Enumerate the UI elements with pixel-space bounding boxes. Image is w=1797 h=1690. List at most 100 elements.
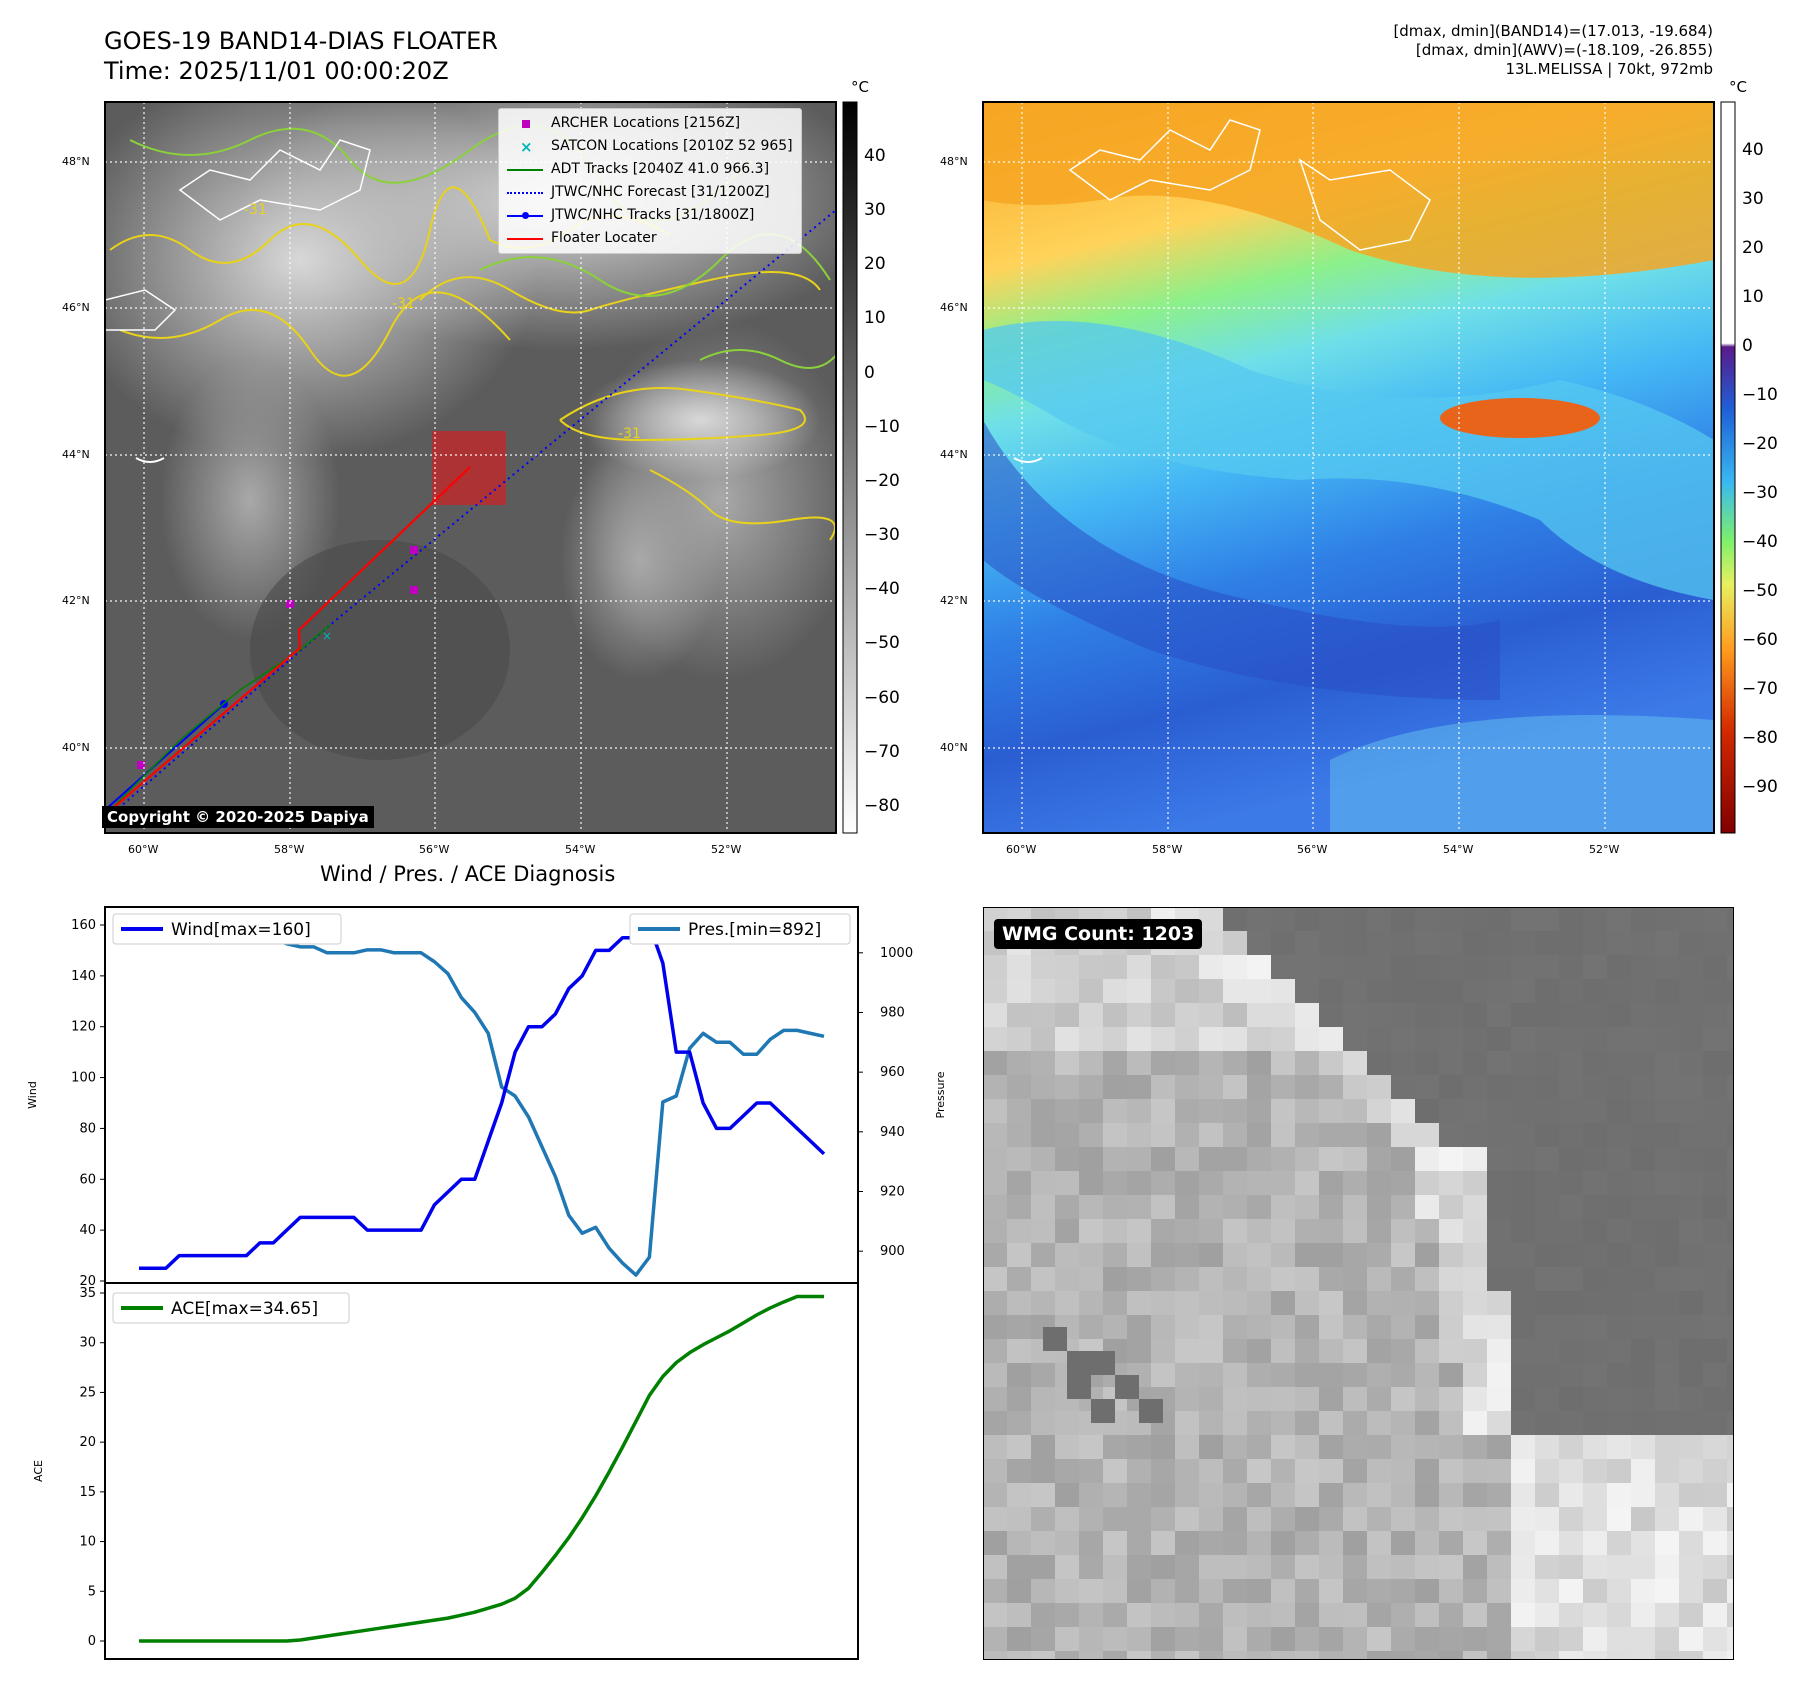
wmg-pixel bbox=[1223, 1363, 1247, 1387]
wmg-pixel bbox=[1535, 1147, 1559, 1171]
wmg-pixel bbox=[1391, 1507, 1415, 1531]
wmg-pixel bbox=[1175, 1027, 1199, 1051]
legend-label: Pres.[min=892] bbox=[688, 920, 821, 940]
wmg-pixel bbox=[1727, 1171, 1734, 1195]
wmg-pixel bbox=[1295, 1339, 1319, 1363]
wmg-pixel bbox=[1439, 1555, 1463, 1579]
wmg-pixel bbox=[1295, 1051, 1319, 1075]
wmg-pixel bbox=[1535, 1603, 1559, 1627]
color-cb-tick: −10 bbox=[1742, 385, 1778, 405]
wmg-pixel bbox=[1343, 1051, 1367, 1075]
wmg-pixel bbox=[1583, 1651, 1607, 1660]
wmg-pixel bbox=[1295, 955, 1319, 979]
wmg-pixel bbox=[1103, 955, 1127, 979]
wmg-pixel bbox=[1103, 1459, 1127, 1483]
wmg-pixel bbox=[1127, 1051, 1151, 1075]
wmg-pixel bbox=[1151, 1363, 1175, 1387]
title-product: GOES-19 BAND14-DIAS FLOATER bbox=[104, 27, 498, 55]
wmg-pixel bbox=[1679, 955, 1703, 979]
wmg-pixel bbox=[1559, 1507, 1583, 1531]
wmg-pixel bbox=[1559, 1243, 1583, 1267]
wmg-pixel bbox=[1679, 1459, 1703, 1483]
wmg-pixel bbox=[1199, 1099, 1223, 1123]
wmg-pixel bbox=[1103, 979, 1127, 1003]
wmg-pixel bbox=[1343, 1411, 1367, 1435]
wmg-pixel bbox=[1319, 1387, 1343, 1411]
wmg-pixel bbox=[1655, 1171, 1679, 1195]
wmg-pixel bbox=[1439, 1171, 1463, 1195]
wmg-pixel bbox=[1319, 1003, 1343, 1027]
wmg-pixel bbox=[1271, 1147, 1295, 1171]
wmg-pixel bbox=[1487, 1507, 1511, 1531]
wmg-pixel bbox=[1007, 1123, 1031, 1147]
wmg-pixel bbox=[1535, 1003, 1559, 1027]
wmg-pixel bbox=[1151, 1075, 1175, 1099]
lon-label: 52°W bbox=[711, 843, 742, 856]
wmg-pixel bbox=[1319, 1195, 1343, 1219]
wmg-pixel bbox=[1727, 1099, 1734, 1123]
wmg-pixel bbox=[1007, 1243, 1031, 1267]
wmg-pixel bbox=[1007, 1459, 1031, 1483]
wmg-pixel bbox=[1223, 1171, 1247, 1195]
wmg-pixel bbox=[1007, 979, 1031, 1003]
wmg-pixel bbox=[1583, 931, 1607, 955]
wmg-pixel bbox=[1487, 979, 1511, 1003]
gray-cb-tick: 0 bbox=[864, 363, 875, 383]
wmg-pixel bbox=[1151, 1171, 1175, 1195]
wmg-pixel bbox=[1463, 1483, 1487, 1507]
wmg-pixel bbox=[1583, 955, 1607, 979]
legend-item-floater: Floater Locater bbox=[507, 227, 793, 250]
wmg-pixel bbox=[983, 1099, 1007, 1123]
wmg-pixel bbox=[1655, 1483, 1679, 1507]
wmg-pixel bbox=[1271, 1315, 1295, 1339]
wmg-pixel bbox=[1391, 1075, 1415, 1099]
wmg-pixel bbox=[1511, 1363, 1535, 1387]
wmg-pixel bbox=[1487, 1579, 1511, 1603]
wmg-pixel bbox=[1631, 1531, 1655, 1555]
wmg-pixel bbox=[983, 1411, 1007, 1435]
wmg-pixel bbox=[983, 1651, 1007, 1660]
wmg-pixel bbox=[1319, 1459, 1343, 1483]
wmg-pixel bbox=[1463, 1147, 1487, 1171]
wmg-pixel bbox=[1703, 1171, 1727, 1195]
wmg-pixel bbox=[1223, 1291, 1247, 1315]
wmg-pixel bbox=[1487, 1363, 1511, 1387]
wmg-pixel bbox=[1583, 1507, 1607, 1531]
wmg-pixel bbox=[1391, 1291, 1415, 1315]
wmg-pixel bbox=[1007, 1267, 1031, 1291]
wmg-pixel bbox=[1271, 1291, 1295, 1315]
wmg-pixel bbox=[1463, 1123, 1487, 1147]
wmg-pixel bbox=[1583, 1627, 1607, 1651]
wmg-pixel bbox=[1079, 1603, 1103, 1627]
wmg-pixel bbox=[1367, 1603, 1391, 1627]
wmg-pixel bbox=[1535, 1363, 1559, 1387]
wmg-pixel bbox=[1439, 1267, 1463, 1291]
wmg-pixel bbox=[1727, 1027, 1734, 1051]
wmg-pixel bbox=[1055, 1051, 1079, 1075]
wmg-pixel bbox=[1439, 1579, 1463, 1603]
lat-label: 48°N bbox=[62, 155, 90, 168]
wmg-pixel bbox=[1559, 1195, 1583, 1219]
wmg-pixel bbox=[1271, 1411, 1295, 1435]
wmg-pixel bbox=[1655, 1291, 1679, 1315]
lon-label: 58°W bbox=[274, 843, 305, 856]
wmg-pixel bbox=[1415, 1483, 1439, 1507]
wmg-pixel bbox=[1463, 1075, 1487, 1099]
wmg-pixel bbox=[1631, 1123, 1655, 1147]
wmg-pixel bbox=[1463, 1339, 1487, 1363]
wmg-pixel bbox=[1631, 1627, 1655, 1651]
wmg-pixel bbox=[1487, 1483, 1511, 1507]
wmg-pixel bbox=[1607, 907, 1631, 931]
wmg-pixel bbox=[1079, 1531, 1103, 1555]
wmg-pixel bbox=[1367, 1411, 1391, 1435]
wmg-pixel bbox=[1583, 1219, 1607, 1243]
wmg-pixel bbox=[1391, 1411, 1415, 1435]
wmg-pixel bbox=[1079, 1315, 1103, 1339]
wmg-pixel bbox=[1727, 907, 1734, 931]
wmg-pixel bbox=[1607, 1099, 1631, 1123]
wind-tick-label: 120 bbox=[71, 1020, 96, 1035]
line-dot-icon bbox=[507, 209, 543, 223]
wmg-pixel bbox=[1199, 955, 1223, 979]
wmg-pixel bbox=[1439, 931, 1463, 955]
wmg-pixel bbox=[1655, 1147, 1679, 1171]
